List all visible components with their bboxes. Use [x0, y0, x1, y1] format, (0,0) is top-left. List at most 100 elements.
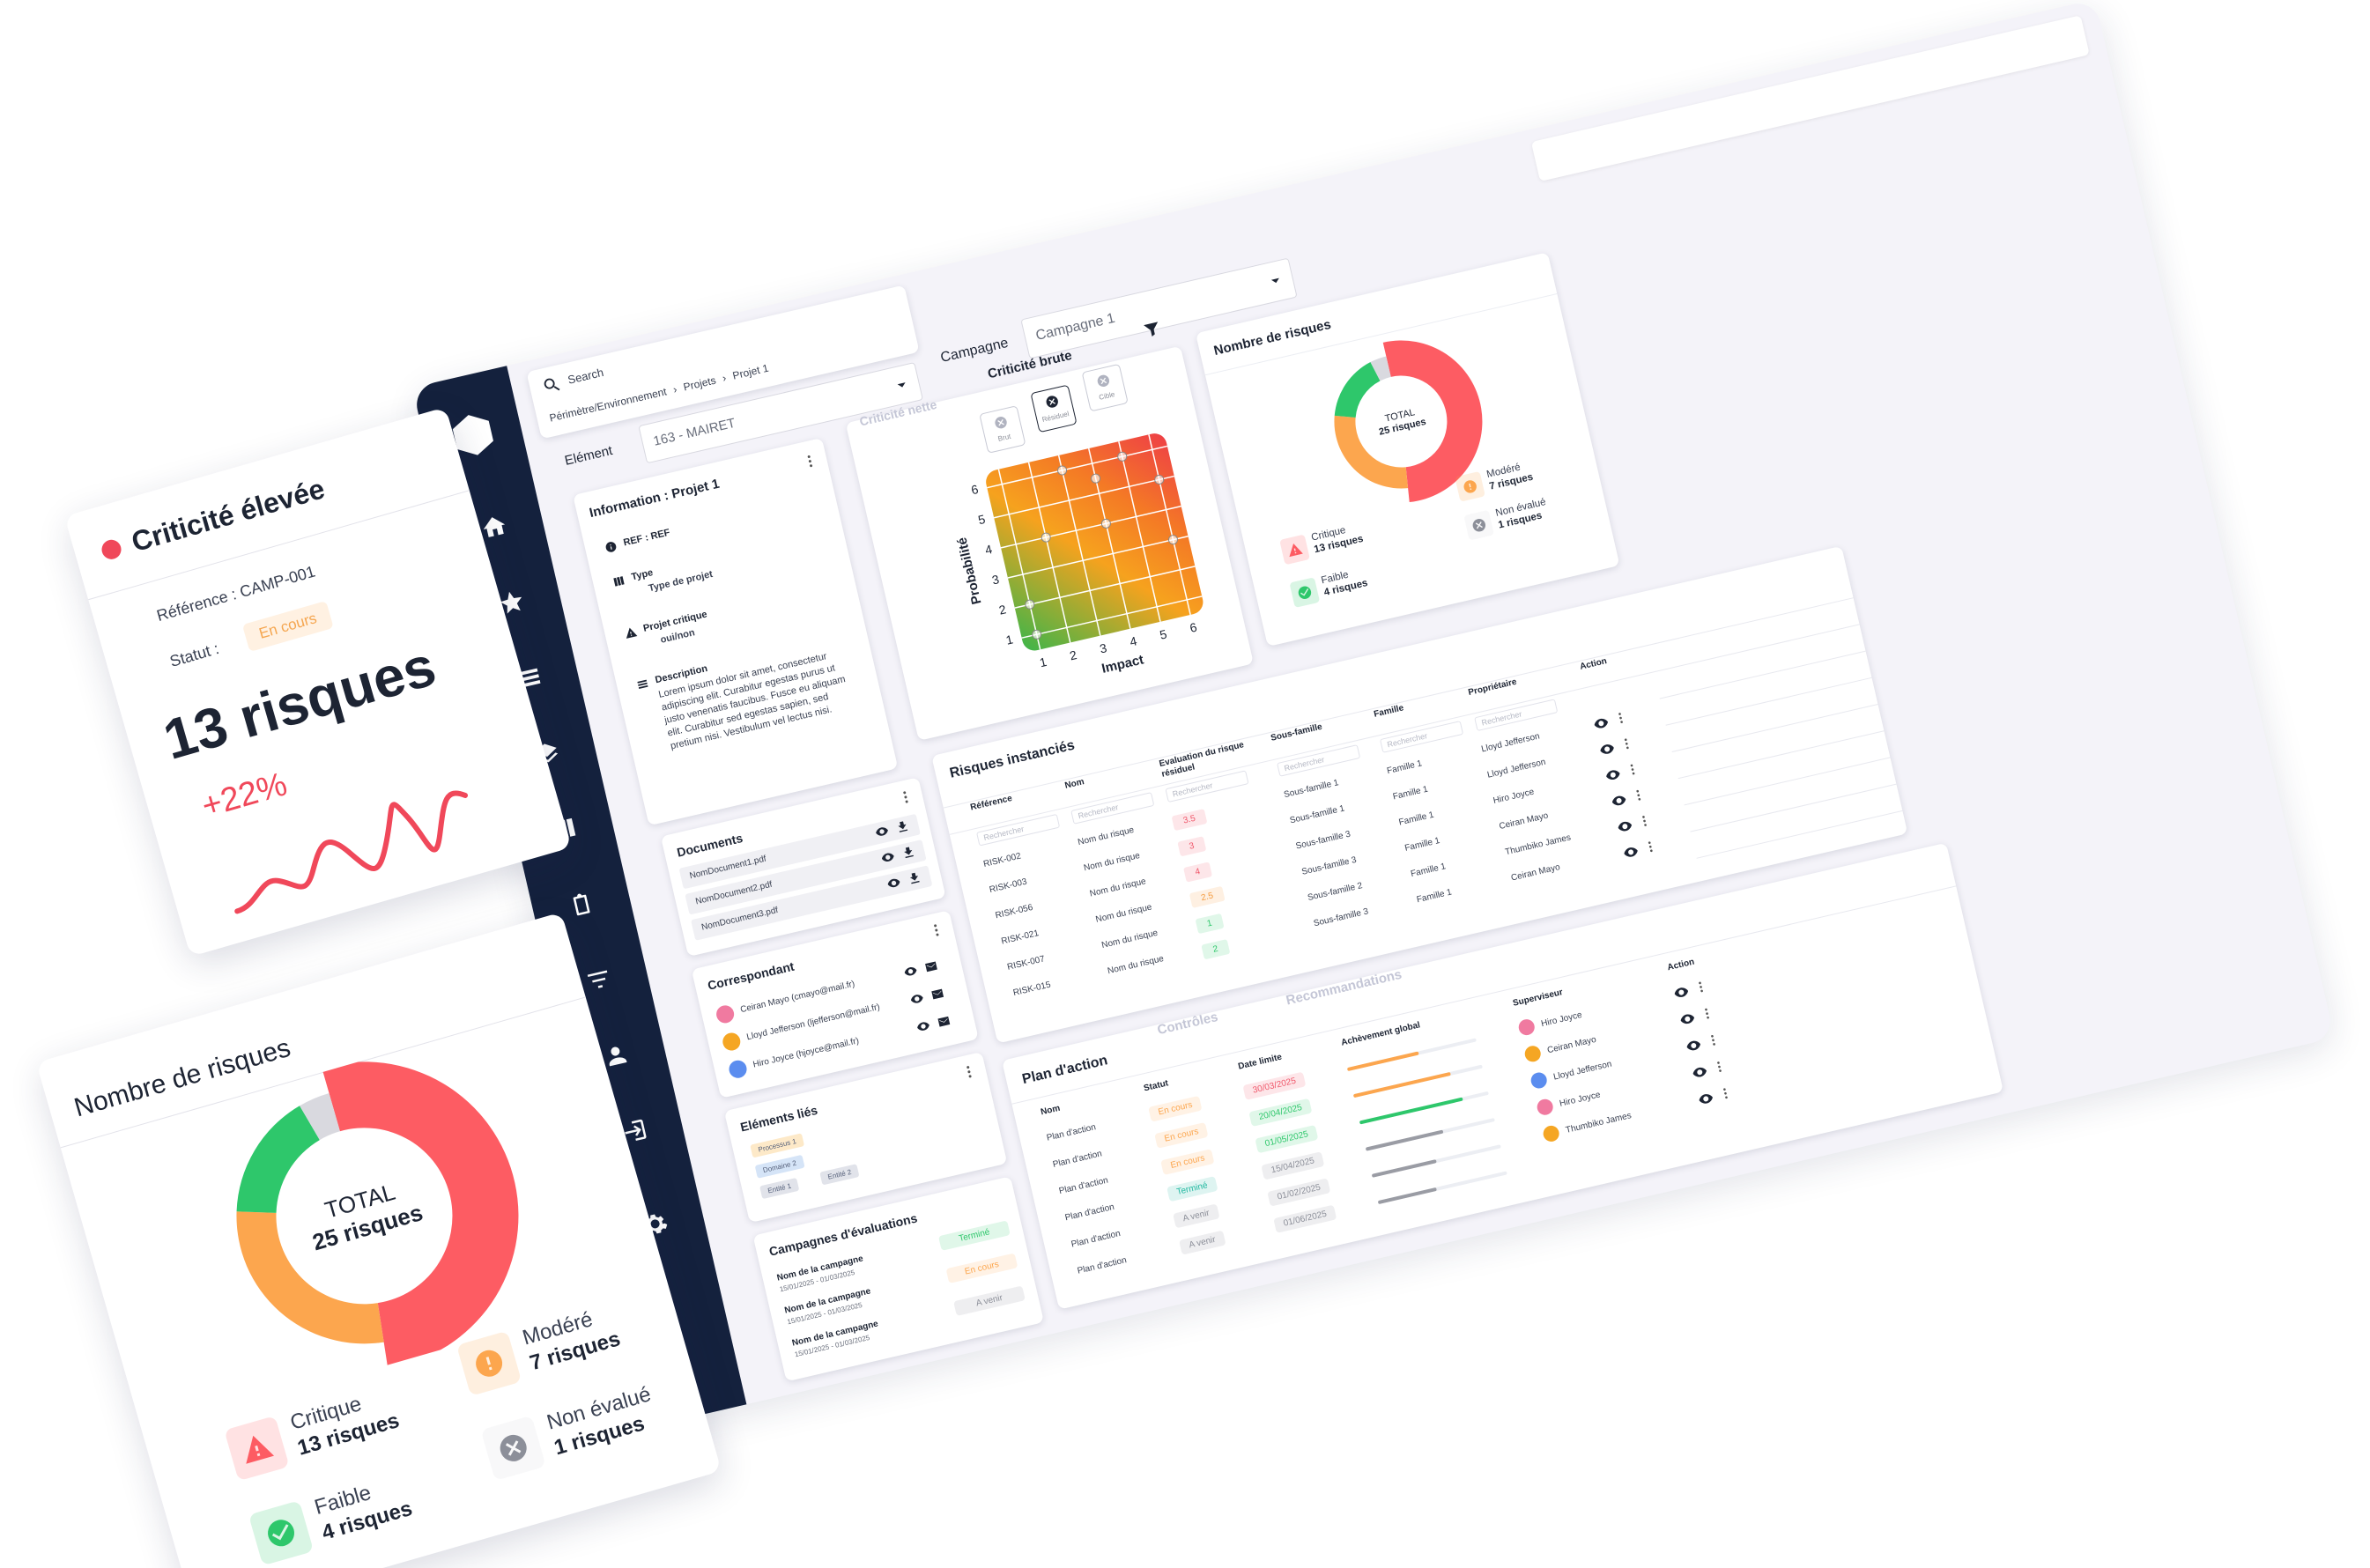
grid-line: [1027, 462, 1071, 643]
legend-icon-shape: [1298, 586, 1311, 599]
view-button[interactable]: [1603, 766, 1623, 785]
cell: RISK-002: [982, 851, 1022, 869]
menu[interactable]: [1624, 761, 1640, 778]
nav-icon-shape: [573, 893, 590, 916]
menu[interactable]: [1692, 979, 1709, 995]
status-badge: A venir: [1179, 1230, 1226, 1255]
cell: Plan d'action: [1063, 1202, 1115, 1224]
download-button[interactable]: [906, 869, 922, 886]
mail-button[interactable]: [936, 1013, 952, 1030]
menu[interactable]: [1612, 709, 1629, 726]
view-button[interactable]: Cible: [1081, 363, 1129, 412]
view-button[interactable]: [1610, 791, 1629, 810]
element-select[interactable]: 163 - MAIRET: [638, 362, 923, 464]
view-button[interactable]: [1690, 1062, 1709, 1082]
x-axis-title: Impact: [1100, 652, 1145, 676]
menu[interactable]: [1630, 787, 1647, 803]
caret-shape: [1270, 277, 1279, 284]
nav-icon[interactable]: [601, 1039, 633, 1071]
menu[interactable]: [1705, 1032, 1722, 1048]
view-button-shape: [1600, 744, 1614, 754]
menu-shape: [1699, 981, 1703, 993]
card-title[interactable]: Plan d'action: [1020, 1053, 1109, 1088]
donut-segment: [322, 1061, 519, 1369]
breadcrumb-item[interactable]: Projets: [682, 374, 717, 394]
menu[interactable]: [927, 921, 946, 940]
legend-icon-shape: [268, 1520, 295, 1547]
menu[interactable]: [1699, 1005, 1715, 1022]
view-button[interactable]: [1696, 1090, 1715, 1109]
menu[interactable]: [1642, 839, 1659, 855]
mail-button[interactable]: [929, 986, 946, 1002]
view-button[interactable]: [1678, 1010, 1698, 1029]
legend-icon-shape: [246, 1435, 275, 1464]
x-tick-label: 3: [1099, 640, 1108, 655]
menu[interactable]: [1618, 736, 1635, 752]
menu[interactable]: [959, 1062, 979, 1082]
risk-point: [1032, 629, 1042, 640]
view-button[interactable]: [915, 1018, 931, 1035]
menu-shape: [1717, 1061, 1722, 1072]
field-label: REF : REF: [622, 527, 671, 549]
view-button-shape: [1611, 795, 1626, 806]
filter-button[interactable]: [1141, 318, 1164, 341]
x-tick-label: 1: [1038, 655, 1048, 669]
view-button[interactable]: Résiduel: [1030, 384, 1078, 433]
breadcrumb-item[interactable]: Périmètre/Environnement: [548, 385, 668, 425]
avatar: [1541, 1124, 1561, 1143]
score-badge: 3: [1177, 836, 1206, 857]
nav-icon[interactable]: [583, 965, 615, 996]
element-value: 163 - MAIRET: [651, 415, 737, 449]
menu[interactable]: [1717, 1085, 1734, 1102]
menu[interactable]: [1711, 1058, 1728, 1075]
column-header: Action: [1666, 957, 1696, 973]
field-icon: [613, 576, 625, 587]
cell: Plan d'action: [1076, 1255, 1128, 1276]
view-button[interactable]: Brut: [979, 405, 1026, 454]
document-row: NomDocument2.pdf: [685, 839, 927, 915]
grid-line: [1000, 505, 1181, 549]
sparkline: [234, 790, 469, 914]
mail-button[interactable]: [922, 958, 939, 975]
view-button[interactable]: [1621, 843, 1640, 862]
download-button[interactable]: [894, 818, 911, 835]
view-button[interactable]: [885, 875, 902, 891]
nav-icon[interactable]: [566, 889, 597, 921]
view-button[interactable]: [873, 823, 890, 839]
cell: Nom du risque: [1107, 953, 1165, 977]
nav-icon[interactable]: [496, 587, 528, 618]
mail-button-shape: [931, 988, 944, 1000]
view-button[interactable]: [1672, 983, 1692, 1002]
view-button[interactable]: [1597, 740, 1617, 759]
nav-icon[interactable]: [514, 662, 545, 694]
risks-card: Risques instanciés Référence Rechercher Nom…: [931, 545, 1908, 1044]
menu[interactable]: [1636, 812, 1653, 829]
nav-icon[interactable]: [618, 1115, 649, 1147]
nav-icon-shape: [500, 591, 522, 614]
tab[interactable]: Contrôles: [1155, 1009, 1220, 1039]
y-tick-label: 2: [997, 602, 1007, 617]
breadcrumb-item[interactable]: Projet 1: [731, 361, 770, 382]
view-button[interactable]: [1616, 817, 1635, 836]
menu-shape: [1711, 1035, 1715, 1046]
nav-icon[interactable]: [478, 511, 510, 543]
download-button[interactable]: [900, 844, 917, 861]
menu[interactable]: [896, 788, 915, 807]
view-button[interactable]: [902, 963, 919, 980]
column-header: Superviseur: [1512, 987, 1564, 1009]
cell: Sous-famille 1: [1283, 778, 1340, 801]
view-label: Brut: [996, 432, 1012, 443]
donut-wrap: TOTAL 25 risques: [61, 996, 666, 1426]
field-value: Lorem ipsum dolor sit amet, consectetur …: [657, 651, 847, 752]
search-text[interactable]: Search: [566, 365, 605, 387]
menu-shape: [1630, 764, 1635, 775]
view-button[interactable]: [908, 990, 925, 1007]
view-button[interactable]: [1685, 1036, 1704, 1055]
view-button[interactable]: [879, 849, 896, 866]
menu[interactable]: [801, 452, 820, 471]
cell: Plan d'action: [1045, 1122, 1097, 1143]
campaign-select[interactable]: Campagne 1: [1020, 257, 1298, 359]
risk-point: [1167, 535, 1178, 545]
view-button[interactable]: [1592, 714, 1611, 733]
cell: Lloyd Jefferson: [1480, 731, 1541, 755]
